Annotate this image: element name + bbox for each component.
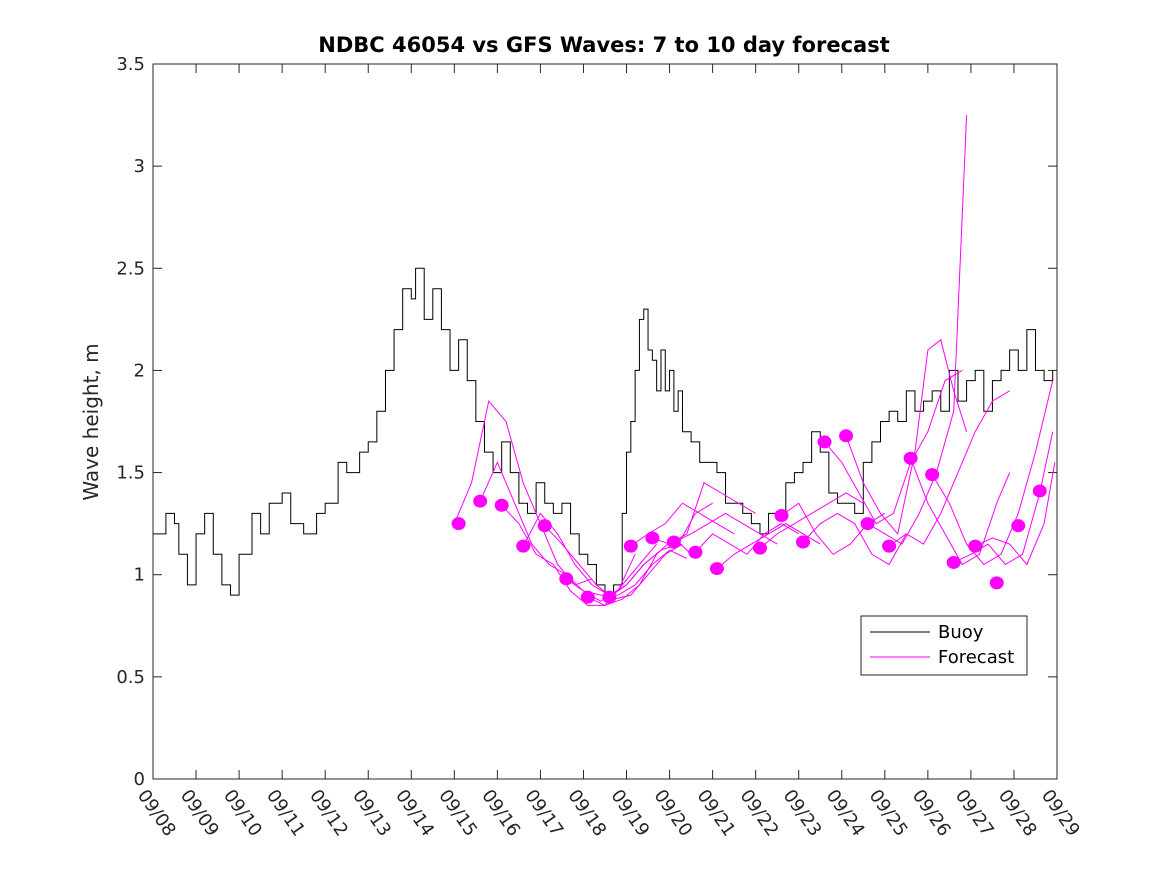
forecast-run-line <box>759 492 864 549</box>
legend-forecast-label: Forecast <box>938 647 1014 668</box>
forecast-marker <box>623 539 638 553</box>
forecast-run-line <box>910 458 1011 566</box>
forecast-marker <box>989 576 1004 590</box>
forecast-marker <box>473 494 488 508</box>
forecast-marker <box>602 590 617 604</box>
forecast-marker <box>580 590 595 604</box>
forecast-marker <box>774 508 789 522</box>
forecast-marker <box>709 562 724 576</box>
legend: Buoy Forecast <box>860 615 1028 676</box>
y-axis-ticks: 0 0.5 1 1.5 2 2.5 3 3.5 <box>116 54 1057 790</box>
forecast-marker <box>559 572 574 586</box>
forecast-run-line <box>802 512 907 566</box>
forecast-run-line <box>888 390 1010 547</box>
forecast-marker <box>688 545 703 559</box>
forecast-marker <box>645 531 660 545</box>
forecast-marker <box>752 541 767 555</box>
y-tick-label: 0 <box>134 769 145 790</box>
forecast-run-line <box>716 523 821 569</box>
forecast-marker <box>537 519 552 533</box>
forecast-run-line <box>931 380 1054 566</box>
y-tick-label: 1.5 <box>116 463 145 484</box>
forecast-run-line <box>867 115 968 545</box>
forecast-marker <box>839 429 854 443</box>
buoy-series-line <box>153 267 1054 596</box>
y-tick-label: 1 <box>134 565 145 586</box>
forecast-marker <box>860 517 875 531</box>
y-tick-label: 2.5 <box>116 258 145 279</box>
axes-box <box>152 63 1058 780</box>
chart-title: NDBC 46054 vs GFS Waves: 7 to 10 day for… <box>318 33 889 57</box>
y-tick-label: 0.5 <box>116 667 145 688</box>
forecast-marker <box>1032 484 1047 498</box>
forecast-marker <box>903 451 918 465</box>
legend-buoy-label: Buoy <box>938 622 984 643</box>
forecast-marker <box>882 539 897 553</box>
forecast-marker <box>1011 519 1026 533</box>
y-tick-label: 3.5 <box>116 54 145 75</box>
forecast-marker <box>666 535 681 549</box>
forecast-marker <box>516 539 531 553</box>
forecast-run-line <box>974 462 1056 566</box>
forecast-marker <box>817 435 832 449</box>
forecast-run-line <box>824 369 963 525</box>
legend-box <box>860 615 1028 676</box>
forecast-marker <box>796 535 811 549</box>
forecast-run-line <box>609 502 713 598</box>
y-tick-label: 3 <box>134 156 145 177</box>
forecast-run-line <box>695 523 799 555</box>
forecast-marker <box>968 539 983 553</box>
plot-area <box>153 115 1056 606</box>
forecast-marker <box>925 468 940 482</box>
forecast-marker <box>494 498 509 512</box>
forecast-run-line <box>845 338 968 535</box>
forecast-marker <box>946 555 961 569</box>
forecast-run-line <box>673 512 778 545</box>
y-axis-label: Wave height, m <box>79 343 103 500</box>
forecast-marker <box>451 517 466 531</box>
y-tick-label: 2 <box>134 360 145 381</box>
